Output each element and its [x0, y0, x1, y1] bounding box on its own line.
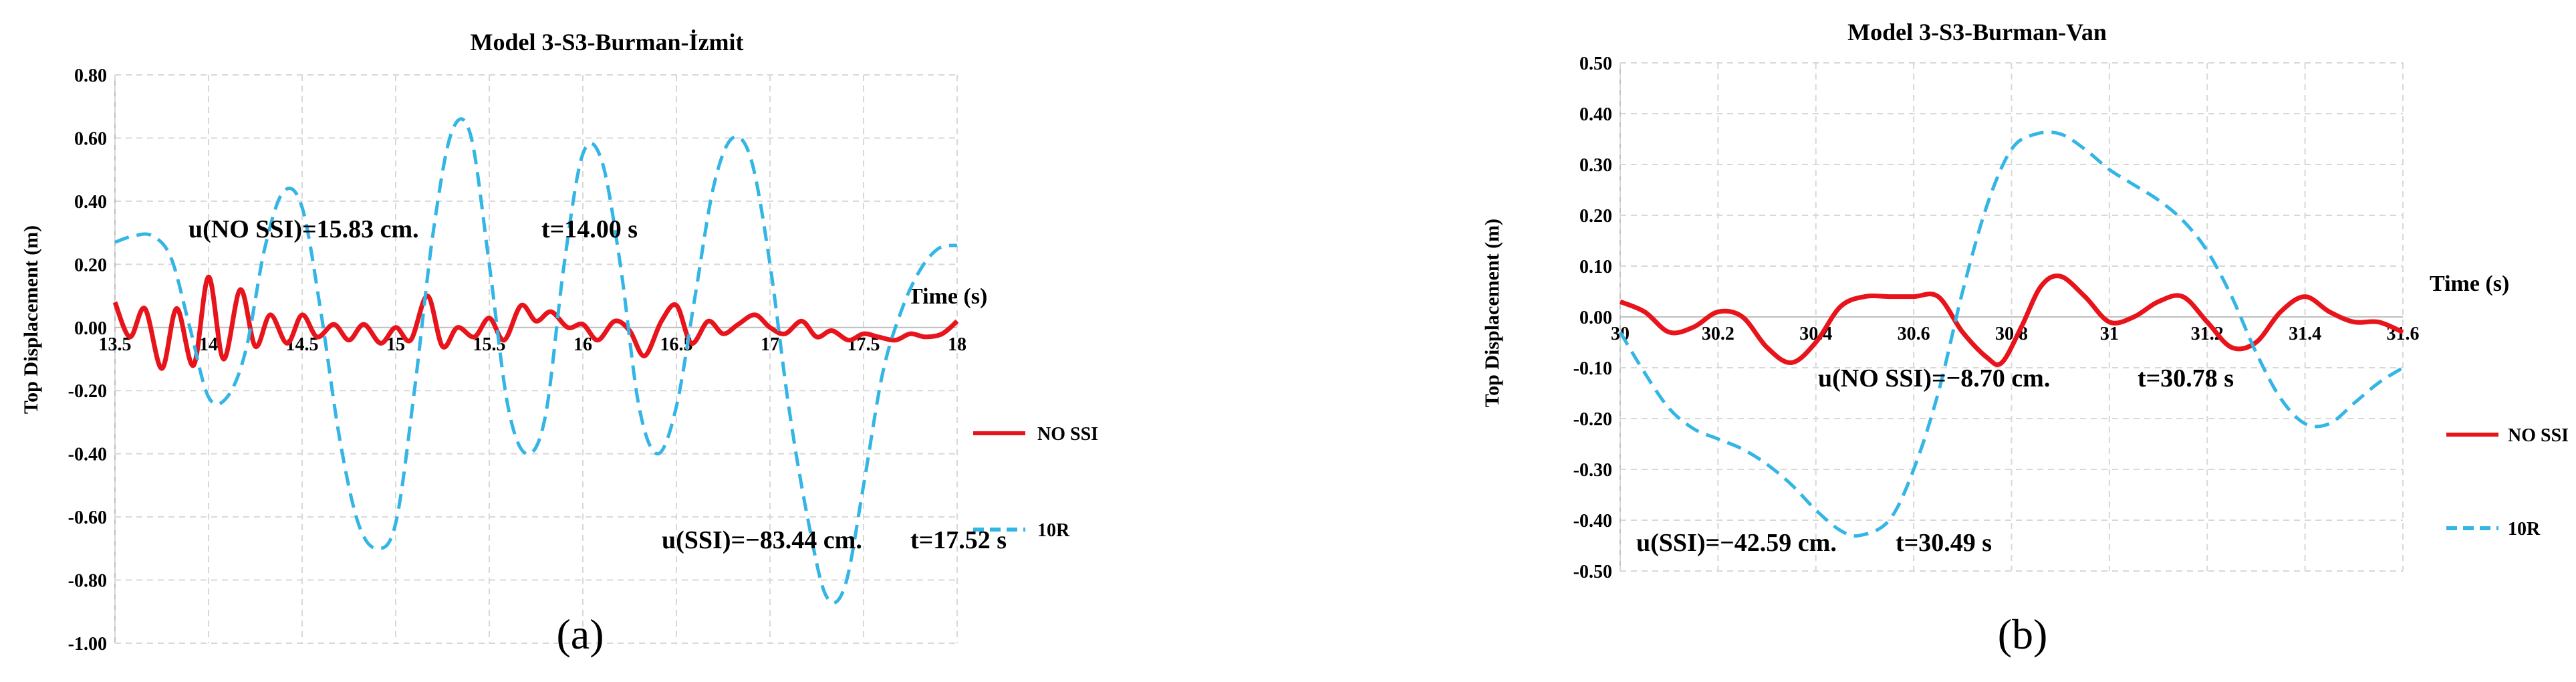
x-tick-label: 18 [948, 334, 967, 355]
panel-a-y-tick-labels: 0.80 0.60 0.40 0.20 0.00 -0.20 -0.40 -0.60 -0.80… [68, 66, 107, 655]
y-tick-label: -0.10 [1573, 358, 1612, 379]
panel-a-grid [114, 74, 958, 644]
y-tick-label: 0.60 [74, 128, 107, 149]
panel-b-legend: NO SSI 10R [2446, 425, 2569, 540]
panel-b-annotation-u-ssi: u(SSI)=−42.59 cm. [1636, 529, 1837, 557]
panel-b-y-tick-labels: 0.50 0.40 0.30 0.20 0.10 0.00 -0.10 -0.20 -0.30 -… [1573, 53, 1612, 582]
x-tick-label: 31 [2100, 324, 2119, 344]
panel-a-legend-10r-label: 10R [1037, 520, 1070, 541]
x-tick-label: 13.5 [99, 334, 132, 355]
panel-a-series [112, 117, 959, 605]
x-tick-label: 16 [573, 334, 592, 355]
panel-a-caption: (a) [556, 610, 604, 658]
panel-a-annotation-t-no-ssi: t=14.00 s [541, 215, 638, 243]
y-tick-label: 0.80 [74, 66, 107, 86]
panel-b-legend-10r-label: 10R [2508, 519, 2541, 540]
panel-b-legend-no-ssi-label: NO SSI [2508, 425, 2569, 446]
panel-b-annotation-u-no-ssi: u(NO SSI)=−8.70 cm. [1818, 364, 2050, 392]
y-tick-label: -0.50 [1573, 562, 1612, 582]
x-tick-label: 17 [761, 334, 779, 355]
y-tick-label: 0.00 [1579, 308, 1612, 328]
panel-a-legend-no-ssi-label: NO SSI [1037, 424, 1098, 445]
y-tick-label: 0.40 [1579, 104, 1612, 125]
panel-b-annotation-t-no-ssi: t=30.78 s [2138, 364, 2234, 392]
panel-a-y-axis-label: Top Displacement (m) [20, 225, 42, 414]
y-tick-label: -0.40 [68, 445, 107, 465]
series-line-no-ssi [112, 274, 959, 371]
y-tick-label: -0.20 [68, 381, 107, 402]
panel-a-annotation-u-ssi: u(SSI)=−83.44 cm. [662, 526, 862, 554]
x-tick-label: 14 [199, 334, 218, 355]
x-tick-label: 30.6 [1898, 324, 1930, 344]
x-tick-label: 30.2 [1702, 324, 1734, 344]
panel-b-van-chart: Model 3-S3-Burman-Van 0.500.400.300.200.… [1481, 19, 2569, 658]
y-tick-label: 0.50 [1579, 53, 1612, 74]
y-tick-label: -0.40 [1573, 511, 1612, 532]
y-tick-label: -0.60 [68, 507, 107, 528]
panel-b-grid [1620, 62, 2404, 572]
series-line-no-ssi [1619, 273, 2404, 367]
panel-a-x-axis-label: Time (s) [908, 284, 987, 309]
y-tick-label: 0.30 [1579, 155, 1612, 176]
y-tick-label: 0.20 [74, 255, 107, 275]
y-tick-label: 0.00 [74, 318, 107, 339]
panel-b-caption: (b) [1998, 610, 2048, 658]
x-tick-label: 31.4 [2289, 324, 2321, 344]
y-tick-label: 0.20 [1579, 206, 1612, 227]
panel-b-y-axis-label: Top Displacement (m) [1481, 219, 1503, 407]
y-tick-label: -1.00 [68, 634, 107, 655]
panel-b-x-tick-labels: 30 30.2 30.4 30.6 30.8 31 31.2 31.4 31.6 [1611, 324, 2420, 344]
panel-b-title: Model 3-S3-Burman-Van [1847, 19, 2107, 45]
panel-a-legend: NO SSI 10R [973, 424, 1098, 541]
panel-b-x-axis-label: Time (s) [2430, 271, 2509, 296]
y-tick-label: -0.30 [1573, 460, 1612, 481]
series-line-10r [1618, 130, 2404, 538]
panel-a-title: Model 3-S3-Burman-İzmit [471, 29, 744, 55]
panel-b-series [1618, 130, 2404, 538]
panel-a-izmit-chart: Model 3-S3-Burman-İzmit 0.80 0.60 0.40 0.20… [20, 29, 1098, 658]
panel-b-annotation-t-ssi: t=30.49 s [1896, 529, 1992, 557]
y-tick-label: -0.80 [68, 571, 107, 592]
y-tick-label: 0.10 [1579, 257, 1612, 277]
y-tick-label: -0.20 [1573, 409, 1612, 430]
panel-a-annotation-u-no-ssi: u(NO SSI)=15.83 cm. [188, 215, 419, 243]
y-tick-label: 0.40 [74, 192, 107, 213]
